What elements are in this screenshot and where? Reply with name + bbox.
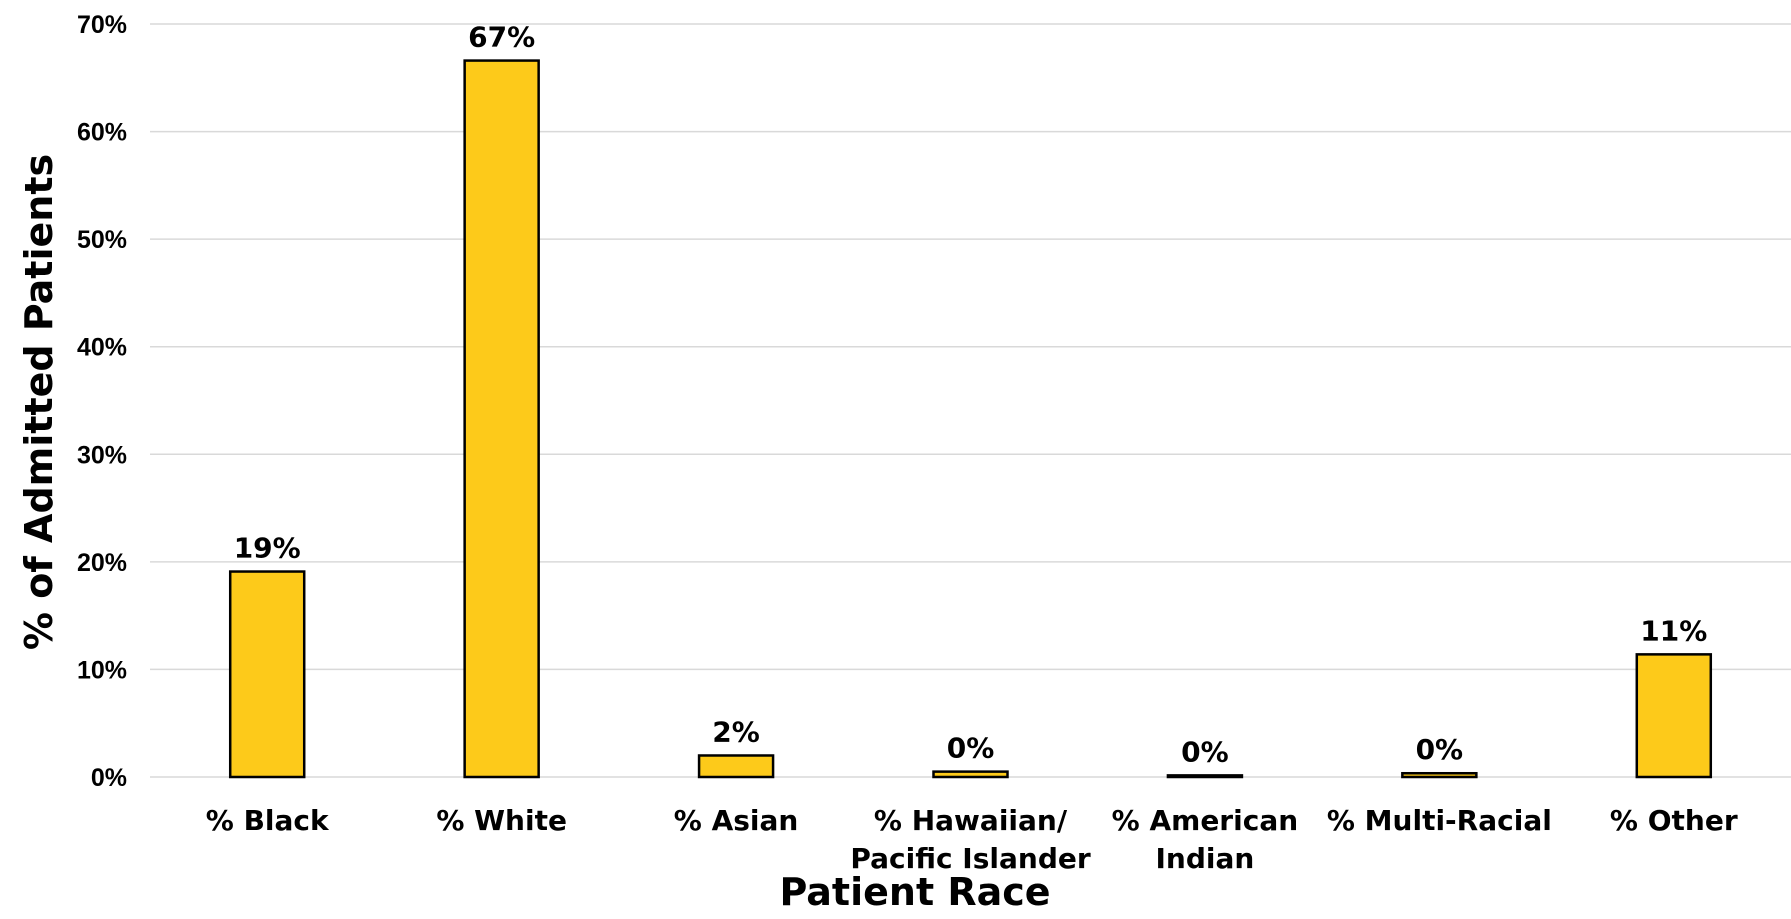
y-tick-label: 30% bbox=[77, 441, 127, 469]
data-label: 0% bbox=[1416, 733, 1464, 766]
bar bbox=[1401, 771, 1478, 779]
x-category-label: % Asian bbox=[674, 804, 799, 837]
x-category-label: % White bbox=[436, 804, 567, 837]
y-tick-label: 10% bbox=[77, 656, 127, 684]
data-label: 19% bbox=[234, 532, 301, 565]
y-tick-label: 60% bbox=[77, 119, 127, 147]
bar bbox=[932, 770, 1009, 779]
x-axis-categories: % Black % White % Asian % Hawaiian/Pacific … bbox=[206, 804, 1738, 875]
x-category-label: % Hawaiian/ bbox=[874, 804, 1068, 837]
x-axis-title: Patient Race bbox=[779, 870, 1050, 914]
y-axis-ticks: 0% 10% 20% 30% 40% 50% 60% 70% bbox=[77, 11, 127, 792]
y-tick-label: 20% bbox=[77, 549, 127, 577]
data-label: 11% bbox=[1640, 614, 1707, 647]
y-axis-title: % of Admitted Patients bbox=[17, 154, 61, 650]
x-category-label: % Other bbox=[1610, 804, 1738, 837]
x-category-label: Indian bbox=[1156, 842, 1255, 875]
bar bbox=[697, 754, 775, 779]
data-label: 2% bbox=[712, 715, 760, 748]
y-tick-label: 40% bbox=[77, 334, 127, 362]
x-category-label: % Black bbox=[206, 804, 330, 837]
y-tick-label: 70% bbox=[77, 11, 127, 39]
y-tick-label: 0% bbox=[91, 764, 127, 792]
bar bbox=[1635, 653, 1713, 779]
bar bbox=[228, 570, 306, 779]
y-tick-label: 50% bbox=[77, 226, 127, 254]
data-labels: 19% 67% 2% 0% 0% 0% 11% bbox=[234, 21, 1708, 769]
bar bbox=[463, 59, 540, 779]
x-category-label: % Multi-Racial bbox=[1327, 804, 1552, 837]
bar bbox=[1166, 774, 1244, 779]
gridlines bbox=[150, 23, 1791, 778]
data-label: 0% bbox=[1181, 735, 1229, 768]
bars bbox=[228, 59, 1713, 779]
x-category-label: Pacific Islander bbox=[850, 842, 1091, 875]
data-label: 0% bbox=[947, 732, 995, 765]
x-category-label: % American bbox=[1112, 804, 1298, 837]
data-label: 67% bbox=[468, 21, 535, 54]
